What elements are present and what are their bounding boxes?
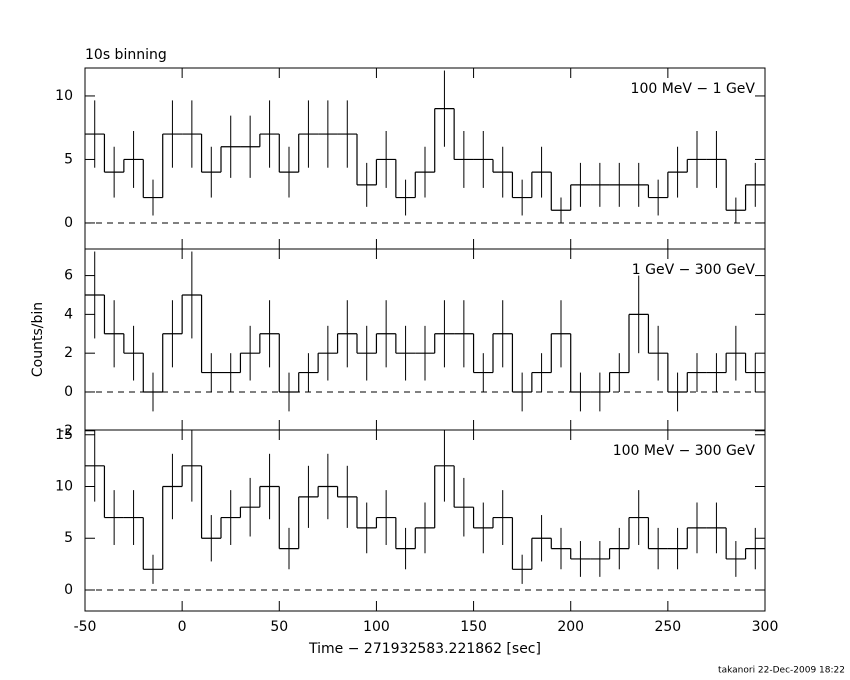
plot-area bbox=[85, 430, 765, 584]
y-tick-label: 0 bbox=[64, 215, 73, 231]
y-tick-label: 5 bbox=[64, 530, 73, 546]
band-label: 100 MeV − 1 GeV bbox=[631, 81, 756, 97]
plot-area bbox=[85, 70, 765, 223]
footer: takanori 22-Dec-2009 18:22 bbox=[718, 666, 845, 676]
x-tick-label: 250 bbox=[654, 619, 681, 635]
y-tick-label: -2 bbox=[59, 423, 73, 439]
x-tick-label: 100 bbox=[363, 619, 390, 635]
y-tick-label: 2 bbox=[64, 345, 73, 361]
x-tick-label: 50 bbox=[270, 619, 288, 635]
chart-title: 10s binning bbox=[85, 47, 167, 63]
panel-frame bbox=[84, 429, 766, 612]
y-tick-label: 0 bbox=[64, 582, 73, 598]
x-tick-label: 200 bbox=[557, 619, 584, 635]
x-tick-label: -50 bbox=[74, 619, 97, 635]
y-tick-label: 0 bbox=[64, 384, 73, 400]
band-label: 100 MeV − 300 GeV bbox=[613, 443, 756, 459]
x-tick-label: 0 bbox=[178, 619, 187, 635]
x-axis-label: Time − 271932583.221862 [sec] bbox=[308, 641, 541, 657]
y-tick-label: 10 bbox=[55, 479, 73, 495]
y-tick-label: 10 bbox=[55, 88, 73, 104]
y-tick-label: 15 bbox=[55, 427, 73, 443]
x-tick-label: 300 bbox=[752, 619, 779, 635]
x-tick-label: 150 bbox=[460, 619, 487, 635]
y-axis-label: Counts/bin bbox=[30, 302, 46, 377]
band-label: 1 GeV − 300 GeV bbox=[632, 262, 756, 278]
y-tick-label: 4 bbox=[64, 306, 73, 322]
y-tick-label: 6 bbox=[64, 268, 73, 284]
plot-area bbox=[85, 251, 765, 412]
y-tick-label: 5 bbox=[64, 151, 73, 167]
